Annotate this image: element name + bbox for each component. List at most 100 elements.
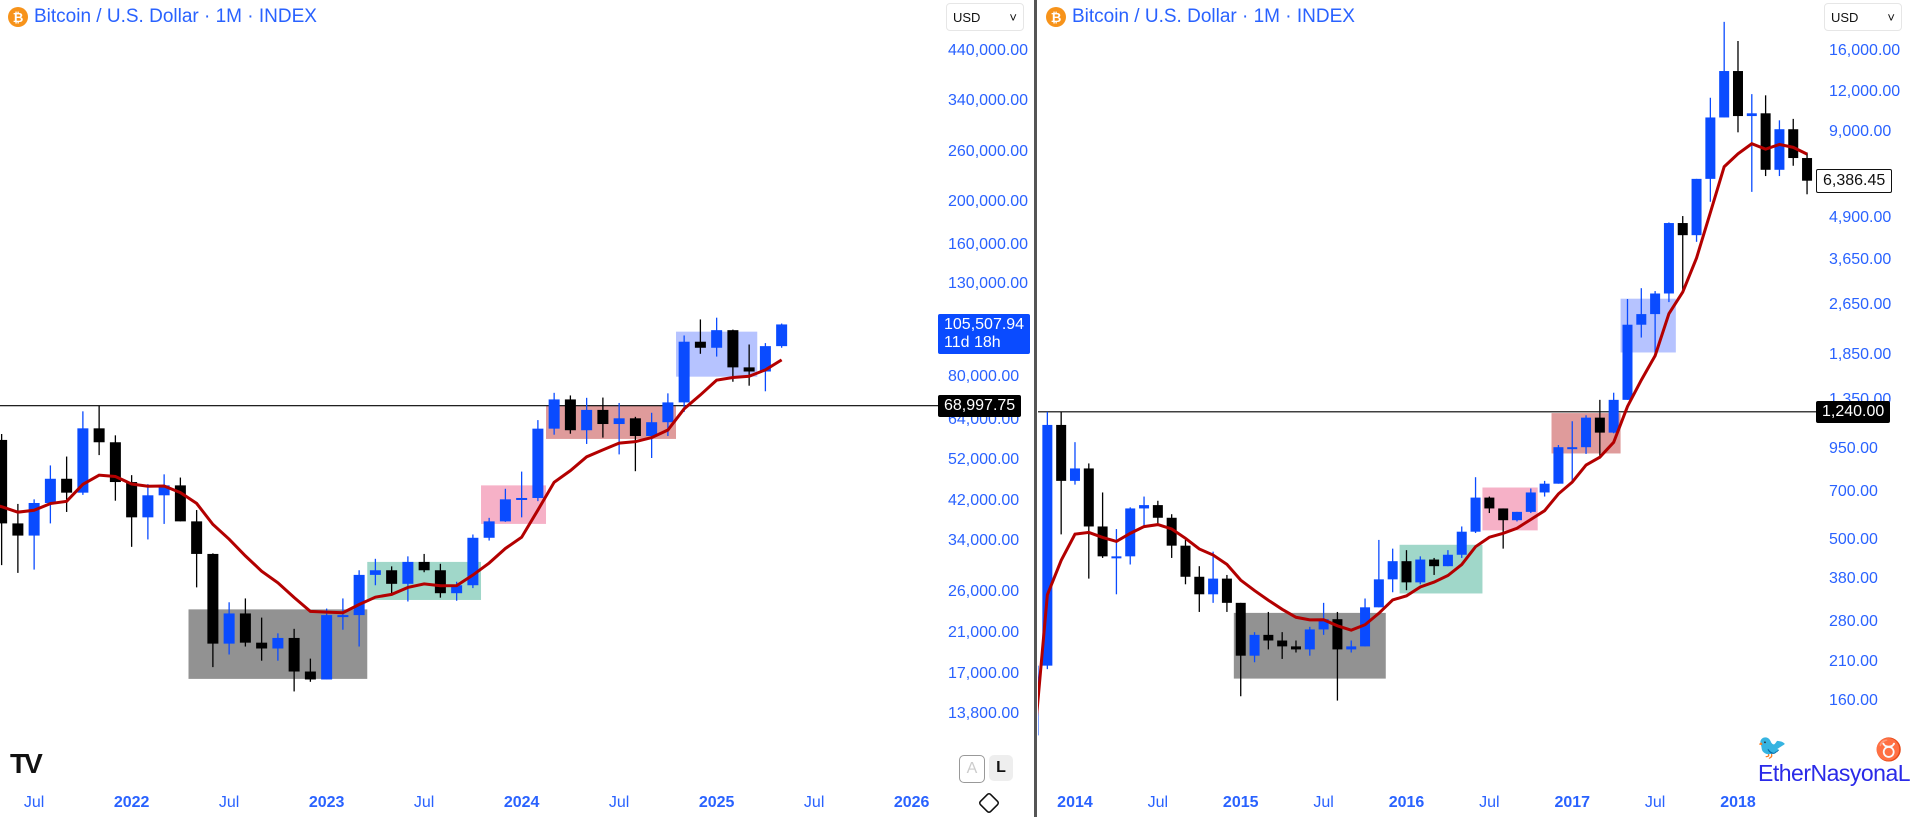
highlight-zone [1399,544,1483,594]
y-axis-tick: 260,000.00 [948,142,1029,160]
candle-body [1152,505,1163,518]
candle-body [109,442,121,483]
candle-body [434,570,446,594]
candle [1802,152,1813,195]
right-chart-canvas[interactable] [1038,0,1911,817]
candle-body [1332,619,1343,650]
candle [434,563,446,598]
candle-body [1567,447,1578,450]
candle [1304,626,1315,656]
y-axis-tick: 3,650.00 [1829,250,1892,268]
y-axis-tick: 380.00 [1829,569,1878,587]
candle [1401,550,1412,591]
candle [126,475,138,547]
panel-divider[interactable] [1034,0,1037,817]
candle-body [0,439,8,524]
y-axis-tick: 160,000.00 [948,235,1029,253]
candle-body [1802,158,1813,181]
tradingview-logo[interactable]: TV [10,748,43,779]
candle [694,319,706,354]
candle-body [1056,424,1067,481]
candle [1152,500,1163,524]
candle-body [1456,531,1467,555]
candle-body [191,521,203,554]
x-axis-label: Jul [1479,794,1500,811]
y-axis-tick: 12,000.00 [1829,82,1901,100]
candle-body [28,502,40,536]
candle-body [1663,223,1674,294]
candle-body [223,613,235,644]
candle-body [44,478,56,503]
x-axis-label: Jul [218,794,240,811]
last-price-value: 105,507.94 [944,316,1025,333]
candle-body [629,418,641,436]
candle-body [1760,113,1771,170]
candle [61,456,73,512]
candle-body [369,570,381,575]
candle [142,484,154,540]
candle [191,510,203,588]
bull-icon: ♉ [1875,737,1903,762]
currency-dropdown[interactable]: USD ˅ [1824,3,1902,31]
y-axis-tick: 52,000.00 [948,450,1020,468]
candle-body [207,553,219,644]
currency-dropdown[interactable]: USD ˅ [946,3,1024,31]
right-chart-panel[interactable]: ₿ Bitcoin / U.S. Dollar · 1M · INDEX USD… [1038,0,1911,817]
candle [1249,632,1260,663]
left-symbol-title[interactable]: ₿ Bitcoin / U.S. Dollar · 1M · INDEX [8,6,317,28]
y-axis-tick: 2,650.00 [1829,295,1892,313]
x-axis-label: 2016 [1388,794,1425,811]
auto-scale-button[interactable]: A [959,755,985,783]
candle-body [1069,468,1080,481]
x-axis-label: 2023 [308,794,345,811]
candle [1097,492,1108,558]
x-axis-label: 2017 [1554,794,1591,811]
candle-body [1139,505,1150,509]
candle-body [239,613,251,643]
right-symbol-title[interactable]: ₿ Bitcoin / U.S. Dollar · 1M · INDEX [1046,6,1355,28]
candle-body [581,409,593,431]
candle [776,323,788,348]
candle [1650,291,1661,357]
candle [1042,411,1053,670]
candle-body [1539,483,1550,493]
candle-body [662,402,674,423]
candle [1346,640,1357,653]
candle [629,416,641,472]
candle-body [272,637,284,649]
candle-body [516,497,528,500]
candle [1290,640,1301,653]
log-scale-button[interactable]: L [989,755,1013,781]
x-axis-label: 2014 [1057,794,1093,811]
candle [353,570,365,647]
candle [483,517,495,541]
candle-body [1484,497,1495,509]
x-axis-label: Jul [608,794,630,811]
candle [256,617,268,661]
candle [1373,539,1384,608]
candle [646,412,658,458]
candle-countdown: 11d 18h [944,334,1001,351]
candle [12,503,24,573]
candle-body [1221,578,1232,603]
x-axis-label: Jul [803,794,825,811]
candle-body [1194,576,1205,595]
left-chart-canvas[interactable] [0,0,1034,817]
candle-body [337,615,349,618]
candle-body [1304,629,1315,650]
bitcoin-icon: ₿ [8,7,28,27]
candle-body [694,341,706,348]
candle-body [776,324,788,347]
candle [321,608,333,680]
x-axis-label: Jul [1147,794,1169,811]
candle [1732,40,1743,133]
candle-body [499,499,511,522]
candle [1139,496,1150,527]
left-chart-panel[interactable]: ₿ Bitcoin / U.S. Dollar · 1M · INDEX USD… [0,0,1034,817]
y-axis-tick: 440,000.00 [948,42,1029,60]
chevron-down-icon: ˅ [1009,9,1017,25]
candle [1525,488,1536,514]
y-axis-tick: 42,000.00 [948,491,1020,509]
plot-area [0,317,940,692]
x-axis-label: 2018 [1720,794,1756,811]
